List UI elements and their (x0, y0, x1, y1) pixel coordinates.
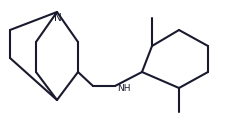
Text: NH: NH (117, 84, 131, 93)
Text: N: N (54, 13, 62, 23)
